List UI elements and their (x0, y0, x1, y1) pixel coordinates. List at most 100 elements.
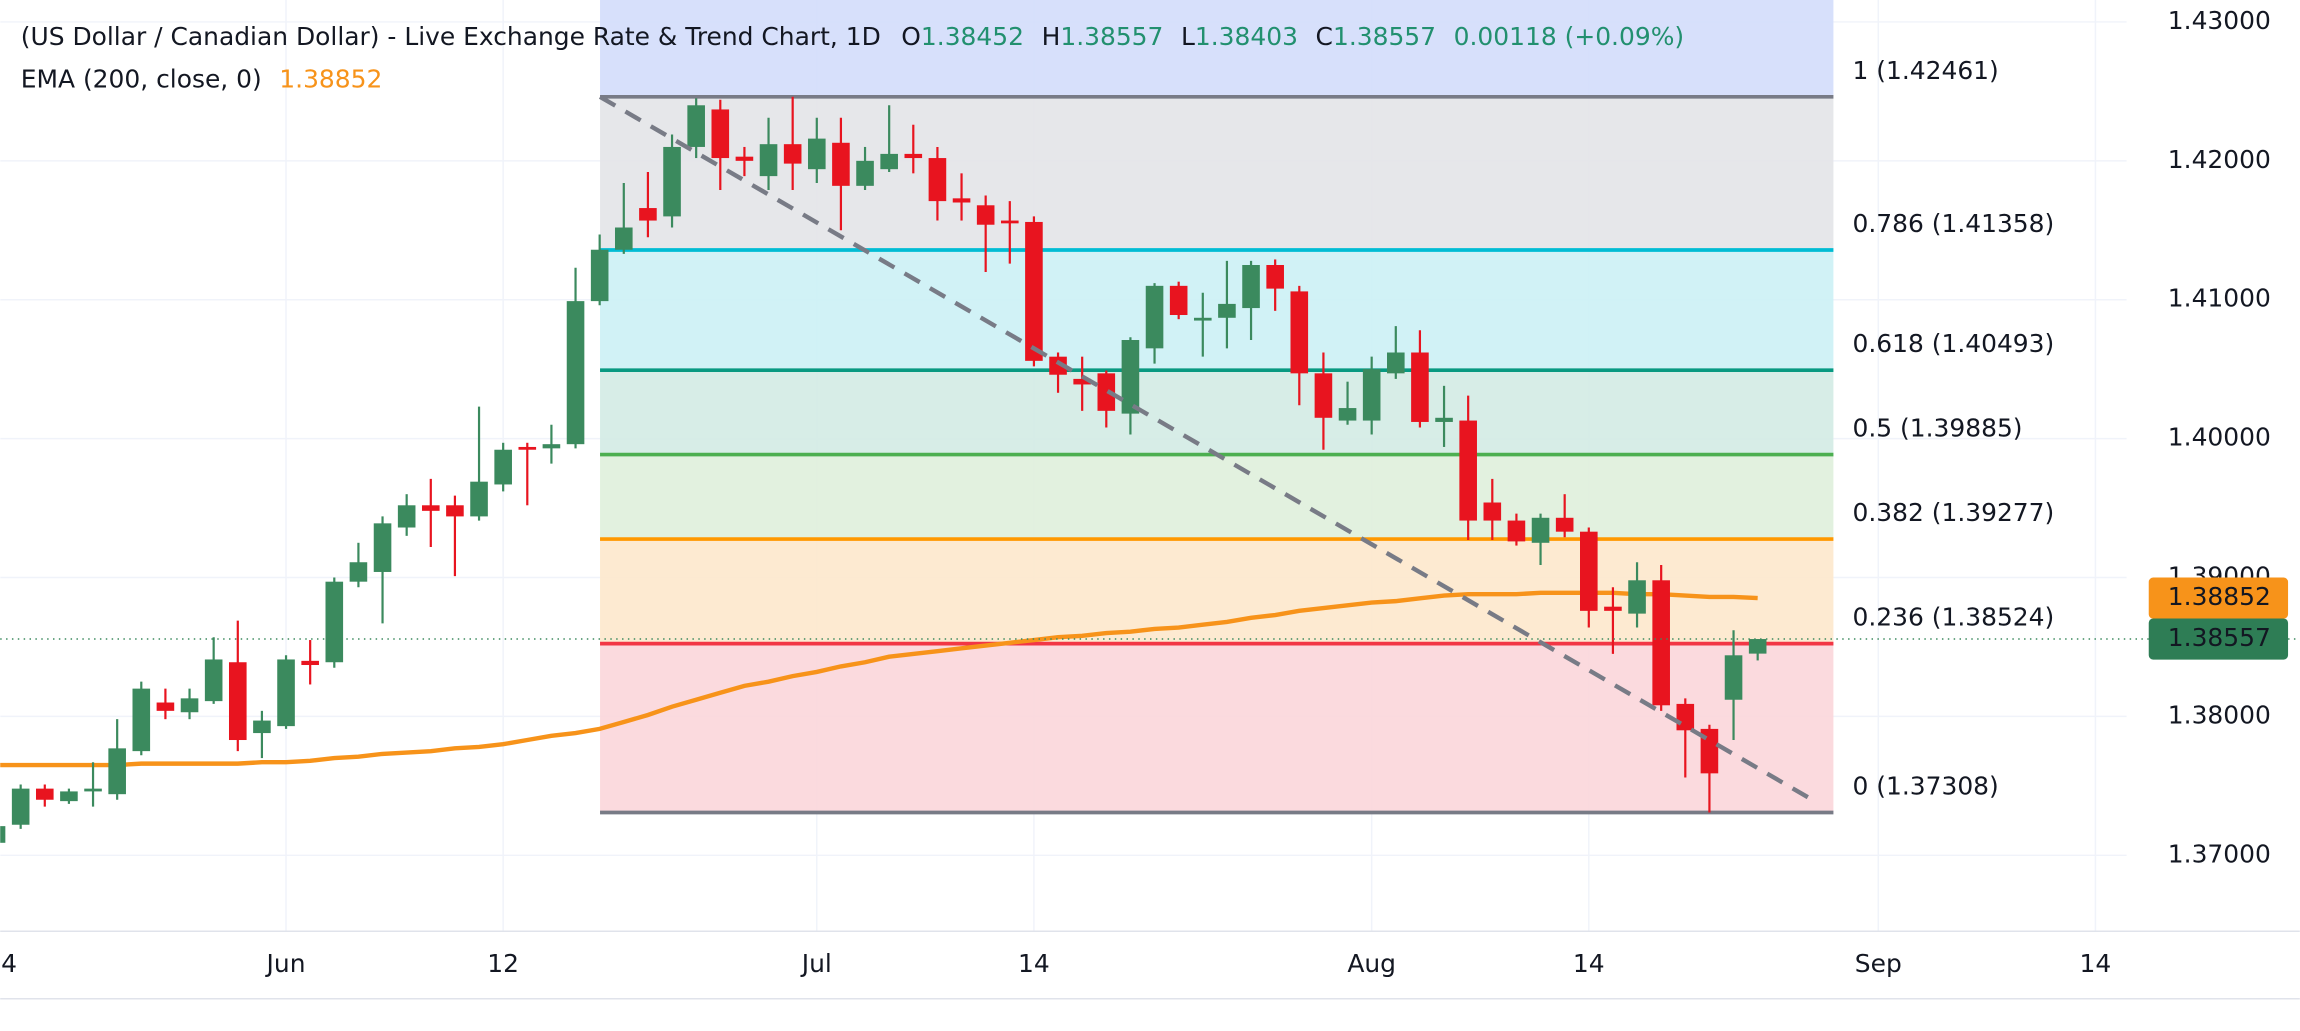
candle-body (1290, 291, 1309, 374)
ohlc-value: 1.38452 (921, 22, 1024, 51)
candle-body (663, 146, 681, 217)
candle-body (1676, 703, 1695, 731)
candle-body (904, 153, 923, 159)
candle-body (397, 505, 416, 528)
x-tick-label: 14 (1018, 949, 1050, 978)
candle-body (832, 142, 850, 186)
candle-body (639, 208, 657, 221)
candle-body (1242, 265, 1260, 309)
candle-body (783, 144, 802, 164)
candle-body (373, 523, 392, 572)
candle-body (108, 748, 126, 795)
candle-body (735, 156, 754, 161)
candle-body (84, 788, 102, 792)
close-price-label: 1.38557 (2168, 623, 2271, 652)
candle-body (1555, 517, 1574, 532)
candle-body (1338, 408, 1357, 421)
candle-body (1459, 420, 1477, 521)
ema-price-label: 1.38852 (2168, 582, 2271, 611)
x-tick-label: 14 (1573, 949, 1605, 978)
candle-body (542, 444, 561, 449)
ohlc-value: 1.38557 (1060, 22, 1163, 51)
candle-body (759, 144, 778, 177)
candle-body (880, 153, 898, 170)
fib-zone (600, 250, 1834, 371)
candle-body (325, 581, 344, 663)
candle-body (590, 249, 609, 302)
candle-body (1025, 221, 1043, 361)
candle-body (1483, 502, 1502, 521)
y-tick-label: 1.37000 (2168, 839, 2271, 868)
x-tick-label: 14 (2080, 949, 2112, 978)
x-tick-label: 12 (487, 949, 519, 978)
candle-body (446, 505, 464, 517)
x-tick-label: Aug (1347, 949, 1396, 978)
candle-body (807, 138, 826, 170)
candle-body (0, 826, 6, 843)
fib-zone (600, 370, 1834, 455)
plot-area (0, 0, 2127, 932)
candle-body (1266, 265, 1284, 289)
candle-body (301, 660, 319, 666)
candle-body (1121, 340, 1140, 414)
candle-body (60, 791, 78, 802)
candle-body (1652, 580, 1670, 706)
candle-body (156, 702, 175, 711)
y-tick-label: 1.43000 (2168, 6, 2271, 35)
fib-zone (600, 454, 1834, 540)
candle-body (1362, 369, 1381, 421)
fib-label: 0.236 (1.38524) (1852, 603, 2054, 632)
y-tick-label: 1.40000 (2168, 423, 2271, 452)
candle-body (687, 105, 705, 147)
candle-body (11, 788, 30, 825)
candle-body (1411, 352, 1429, 422)
ohlc-change: 0.00118 (+0.09%) (1454, 22, 1684, 51)
x-tick-label: Sep (1855, 949, 1902, 978)
candle-body (349, 562, 368, 582)
candle-body (470, 481, 488, 517)
ohlc-value: 1.38403 (1195, 22, 1298, 51)
y-tick-label: 1.41000 (2168, 284, 2271, 313)
y-tick-label: 1.42000 (2168, 145, 2271, 174)
candle-body (1193, 317, 1212, 321)
fib-label: 0.382 (1.39277) (1852, 498, 2054, 527)
ohlc-key: L (1181, 22, 1195, 51)
candle-body (1604, 606, 1622, 611)
candle-body (856, 160, 874, 186)
fib-label: 0.5 (1.39885) (1852, 414, 2022, 443)
candle-body (1169, 285, 1188, 316)
fib-label: 1 (1.42461) (1852, 56, 1998, 85)
candle-body (976, 205, 995, 225)
candle-body (1748, 639, 1767, 654)
fib-zone (600, 643, 1834, 813)
ema-line (0, 590, 1758, 768)
candle-body (1218, 303, 1236, 318)
candle-body (1531, 517, 1550, 543)
candle-body (1314, 373, 1333, 418)
fib-label: 0 (1.37308) (1852, 772, 1998, 801)
candle-body (1049, 356, 1067, 375)
candle-body (1724, 655, 1743, 700)
x-tick-label: Jul (800, 949, 832, 978)
fib-zone (600, 96, 1834, 251)
candle-body (277, 659, 295, 727)
candle-body (1435, 417, 1453, 422)
candle-body (711, 109, 730, 159)
candle-body (952, 198, 971, 203)
chart-title: (US Dollar / Canadian Dollar) - Live Exc… (21, 22, 881, 51)
ohlc-value: 1.38557 (1333, 22, 1436, 51)
candle-body (180, 698, 199, 713)
ema-name: EMA (200, close, 0) (21, 65, 262, 94)
fib-zone (600, 539, 1834, 644)
candle-body (494, 449, 512, 485)
ema-legend: EMA (200, close, 0) 1.38852 (21, 65, 383, 94)
ohlc-key: H (1042, 22, 1061, 51)
candle-body (1507, 520, 1526, 542)
candle-body (566, 301, 585, 445)
x-tick-label: 4 (1, 949, 17, 978)
ohlc-key: C (1316, 22, 1333, 51)
y-tick-label: 1.38000 (2168, 700, 2271, 729)
candle-body (614, 227, 633, 250)
candle-body (1000, 220, 1019, 224)
